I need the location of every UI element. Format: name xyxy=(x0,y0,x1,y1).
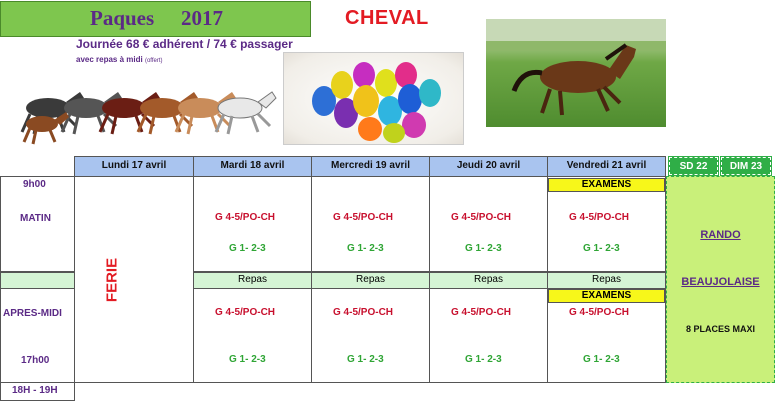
weekend-capacity: 8 PLACES MAXI xyxy=(685,324,755,334)
exam-friday-afternoon: EXAMENS xyxy=(548,289,665,303)
exam-friday-morning: EXAMENS xyxy=(548,178,665,192)
session-wed-am-group-a: G 4-5/PO-CH xyxy=(333,212,394,223)
day-header-monday: Lundi 17 avril xyxy=(74,156,194,177)
weekend-activity-line1: RANDO xyxy=(700,229,741,241)
session-fri-am-group-a: G 4-5/PO-CH xyxy=(569,212,630,223)
time-column-afternoon xyxy=(0,288,75,383)
wednesday-afternoon-cell xyxy=(311,288,430,383)
meal-wednesday: Repas xyxy=(311,272,430,289)
day-header-saturday: SD 22 xyxy=(668,156,719,176)
meal-row-time-cell xyxy=(0,272,75,289)
weekend-activity-line2: BEAUJOLAISE xyxy=(681,276,760,288)
easter-eggs-illustration xyxy=(312,62,441,143)
session-wed-pm-group-a: G 4-5/PO-CH xyxy=(333,307,394,318)
day-header-wednesday: Mercredi 19 avril xyxy=(311,156,430,177)
end-time: 17h00 xyxy=(21,355,50,366)
day-header-thursday: Jeudi 20 avril xyxy=(429,156,548,177)
monday-holiday-cell xyxy=(74,176,194,383)
session-fri-am-group-b: G 1- 2-3 xyxy=(583,243,620,254)
friday-morning-cell xyxy=(547,176,666,272)
session-fri-pm-group-a: G 4-5/PO-CH xyxy=(569,307,630,318)
horse-photo xyxy=(486,19,666,127)
meal-tuesday: Repas xyxy=(193,272,312,289)
meal-thursday: Repas xyxy=(429,272,548,289)
meal-text: avec repas à midi xyxy=(76,55,143,64)
activity-title: CHEVAL xyxy=(345,7,429,29)
price-info: Journée 68 € adhérent / 74 € passager xyxy=(76,37,293,51)
thursday-morning-cell xyxy=(429,176,548,272)
weekend-block: RANDO BEAUJOLAISE 8 PLACES MAXI xyxy=(666,176,775,383)
tuesday-afternoon-cell xyxy=(193,288,312,383)
running-horses-illustration xyxy=(20,91,277,145)
tuesday-morning-cell xyxy=(193,176,312,272)
meal-friday: Repas xyxy=(547,272,666,289)
session-thu-pm-group-a: G 4-5/PO-CH xyxy=(451,307,512,318)
session-thu-am-group-b: G 1- 2-3 xyxy=(465,243,502,254)
thursday-afternoon-cell xyxy=(429,288,548,383)
session-wed-pm-group-b: G 1- 2-3 xyxy=(347,354,384,365)
start-time: 9h00 xyxy=(23,179,46,190)
session-tue-pm-group-a: G 4-5/PO-CH xyxy=(215,307,276,318)
afternoon-label: APRES-MIDI xyxy=(3,308,62,319)
wednesday-morning-cell xyxy=(311,176,430,272)
time-column-morning xyxy=(0,176,75,272)
meal-info: avec repas à midi (offert) xyxy=(76,55,163,64)
page-title: Paques xyxy=(90,6,155,30)
session-wed-am-group-b: G 1- 2-3 xyxy=(347,243,384,254)
session-tue-pm-group-b: G 1- 2-3 xyxy=(229,354,266,365)
holiday-label: FERIE xyxy=(103,257,121,303)
easter-eggs-photo xyxy=(283,52,464,145)
evening-time: 18H - 19H xyxy=(12,385,58,396)
session-thu-pm-group-b: G 1- 2-3 xyxy=(465,354,502,365)
session-tue-am-group-a: G 4-5/PO-CH xyxy=(215,212,276,223)
title-banner xyxy=(0,1,311,37)
morning-label: MATIN xyxy=(20,213,51,224)
page-title-year: 2017 xyxy=(181,6,223,30)
day-header-sunday: DIM 23 xyxy=(720,156,772,176)
day-header-friday: Vendredi 21 avril xyxy=(547,156,666,177)
day-header-tuesday: Mardi 18 avril xyxy=(193,156,312,177)
galloping-horse-illustration xyxy=(486,19,666,116)
session-tue-am-group-b: G 1- 2-3 xyxy=(229,243,266,254)
session-fri-pm-group-b: G 1- 2-3 xyxy=(583,354,620,365)
meal-note: (offert) xyxy=(144,58,163,64)
session-thu-am-group-a: G 4-5/PO-CH xyxy=(451,212,512,223)
